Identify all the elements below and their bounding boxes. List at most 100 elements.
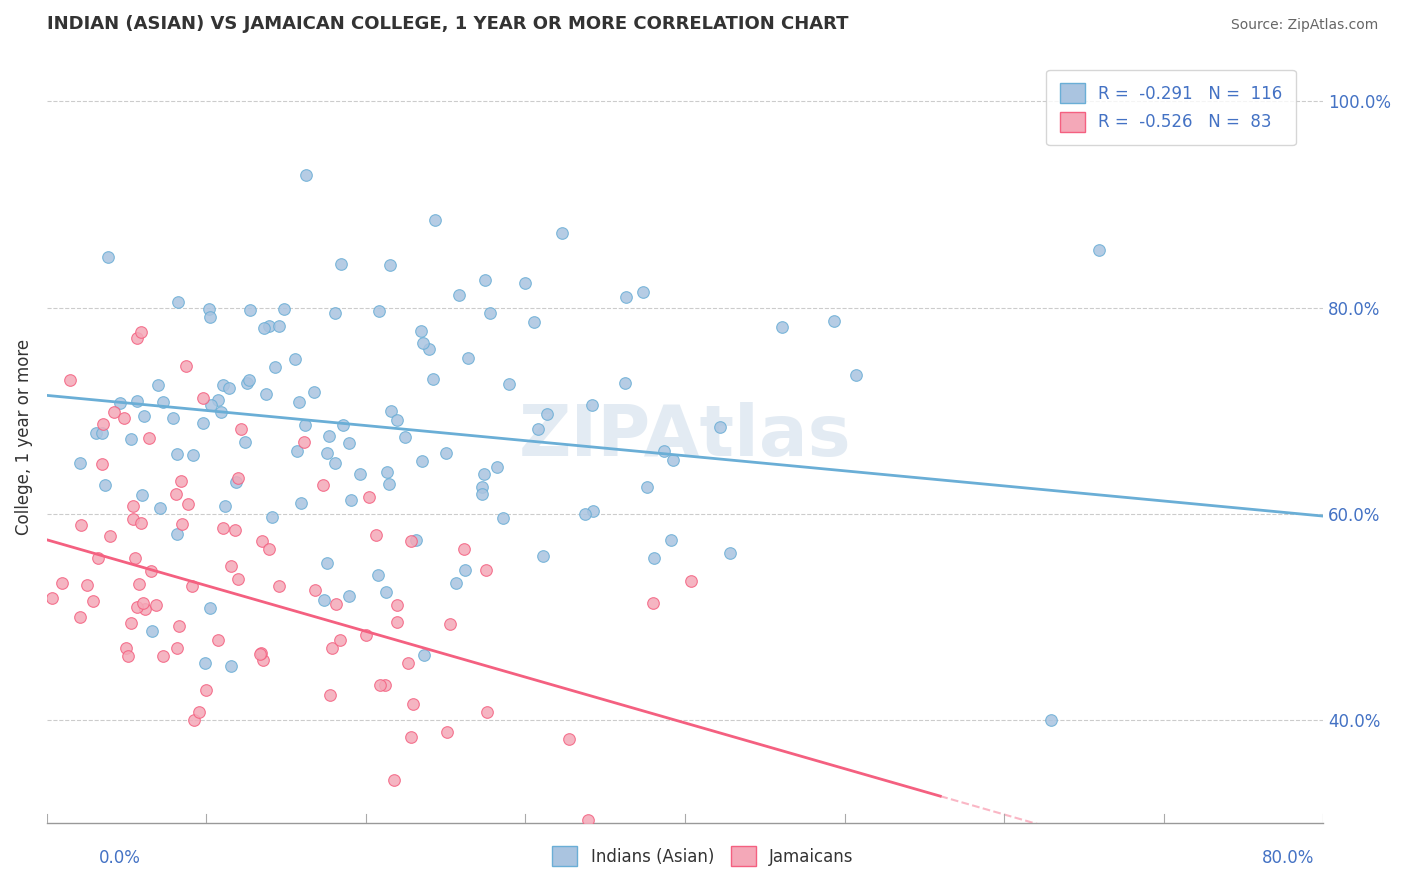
Point (394, 430, 416, 444)
Text: Source: ZipAtlas.com: Source: ZipAtlas.com (1230, 18, 1378, 32)
Point (652, 443, 675, 458)
Point (177, 497, 200, 511)
Point (121, 512, 143, 526)
Point (169, 619, 191, 633)
Point (212, 378, 235, 392)
Point (477, 705, 499, 719)
Point (439, 617, 461, 632)
Point (225, 475, 247, 490)
Point (69, 456, 91, 470)
Point (374, 678, 396, 692)
Point (131, 487, 153, 501)
Point (219, 659, 242, 673)
Point (273, 301, 295, 316)
Point (218, 381, 240, 395)
Legend: Indians (Asian), Jamaicans: Indians (Asian), Jamaicans (544, 838, 862, 875)
Point (614, 289, 637, 303)
Point (82, 594, 104, 608)
Point (152, 395, 174, 409)
Point (329, 257, 352, 271)
Point (197, 302, 219, 317)
Point (422, 372, 444, 386)
Point (193, 391, 215, 405)
Point (188, 705, 211, 719)
Point (294, 417, 316, 432)
Point (312, 593, 335, 607)
Point (318, 688, 340, 702)
Point (367, 304, 389, 318)
Text: ZIPAtlas: ZIPAtlas (519, 402, 851, 471)
Point (183, 713, 205, 727)
Point (194, 682, 217, 697)
Point (396, 656, 419, 670)
Point (128, 576, 150, 591)
Point (527, 422, 550, 436)
Point (94, 478, 117, 492)
Point (98, 529, 121, 543)
Point (412, 336, 434, 351)
Point (337, 589, 360, 603)
Point (709, 419, 731, 434)
Point (531, 549, 554, 563)
Point (285, 444, 308, 458)
Point (551, 226, 574, 240)
Point (290, 496, 312, 510)
Point (120, 433, 142, 447)
Point (125, 394, 148, 409)
Point (454, 563, 477, 577)
Point (262, 510, 284, 524)
Point (231, 422, 253, 436)
Point (76, 577, 98, 591)
Point (127, 600, 149, 615)
Point (69, 610, 91, 624)
Point (200, 310, 222, 324)
Point (166, 527, 188, 541)
Point (356, 627, 378, 641)
Point (399, 534, 422, 549)
Point (253, 321, 276, 335)
Point (134, 601, 156, 615)
Point (125, 331, 148, 345)
Point (409, 324, 432, 338)
Point (129, 325, 152, 339)
Point (90, 425, 112, 440)
Point (165, 487, 187, 501)
Point (120, 616, 142, 631)
Point (323, 306, 346, 320)
Point (492, 511, 515, 525)
Point (662, 453, 685, 467)
Point (257, 542, 280, 557)
Point (146, 378, 169, 392)
Point (292, 435, 315, 450)
Point (91, 417, 114, 431)
Point (643, 551, 665, 566)
Point (486, 460, 509, 475)
Point (224, 524, 246, 538)
Point (207, 633, 229, 648)
Point (321, 640, 343, 655)
Point (474, 273, 496, 287)
Point (193, 657, 215, 671)
Point (316, 446, 339, 460)
Point (259, 318, 281, 333)
Point (304, 582, 326, 597)
Point (515, 277, 537, 291)
Point (87, 550, 110, 565)
Point (315, 556, 337, 570)
Point (132, 409, 155, 423)
Point (170, 475, 193, 489)
Point (214, 499, 236, 513)
Point (770, 320, 793, 334)
Point (252, 533, 274, 548)
Point (172, 516, 194, 531)
Point (219, 559, 242, 574)
Point (236, 376, 259, 391)
Point (478, 306, 501, 320)
Point (122, 499, 145, 513)
Point (434, 446, 457, 460)
Point (124, 550, 146, 565)
Point (328, 633, 350, 648)
Point (412, 648, 434, 662)
Point (167, 294, 190, 309)
Point (117, 649, 139, 664)
